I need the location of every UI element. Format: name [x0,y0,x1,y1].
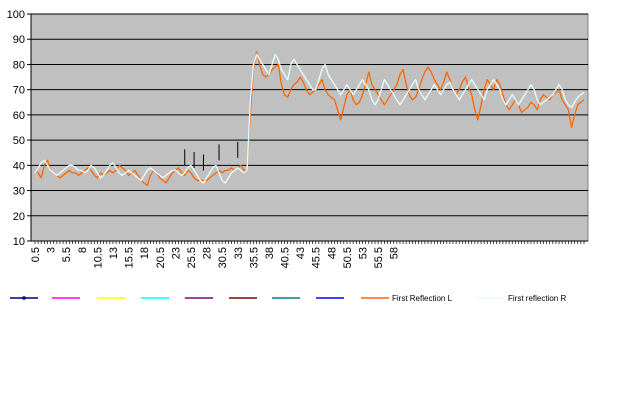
x-tick-label: 13 [108,247,120,259]
plot-background [30,13,589,242]
x-tick-label: 38 [264,247,276,259]
x-tick-label: 43 [295,247,307,259]
x-tick-label: 35.5 [248,247,260,268]
x-tick-label: 25.5 [186,247,198,268]
x-tick-label: 45.5 [311,247,323,268]
axes: 10 20 30 40 50 60 70 80 90 100 0.5 3 5.5 8 10.5 13 15.5 1… [7,9,588,268]
y-tick-label: 60 [13,110,25,122]
x-tick-label: 33 [233,247,245,259]
x-tick-label: 40.5 [280,247,292,268]
x-tick-label: 53 [358,247,370,259]
x-tick-label: 3 [46,247,58,253]
legend: First Reflection L First reflection R [10,294,566,303]
x-tick-label: 18 [139,247,151,259]
y-tick-label: 30 [13,186,25,198]
series-line-1 [34,53,585,184]
legend-label-8: First Reflection L [392,294,453,303]
y-tick-label: 50 [13,135,25,147]
y-tick-label: 40 [13,160,25,172]
y-tick-label: 70 [13,85,25,97]
x-tick-label: 30.5 [217,247,229,268]
series-layer [34,51,585,187]
x-tick-label: 55.5 [373,247,385,268]
y-tick-label: 100 [7,9,25,21]
x-tick-label: 15.5 [124,247,136,268]
y-tick-label: 90 [13,34,25,46]
legend-marker-0 [22,296,26,300]
plot-area [30,13,589,242]
x-tick-label: 5.5 [61,247,73,262]
x-tick-label: 28 [202,247,214,259]
x-tick-label: 58 [389,247,401,259]
x-tick-label: 10.5 [92,247,104,268]
legend-label-9: First reflection R [508,294,566,303]
x-tick-label: 8 [77,247,89,253]
x-tick-label: 23 [170,247,182,259]
y-tick-label: 20 [13,211,25,223]
x-tick-label: 48 [326,247,338,259]
y-tick-label: 10 [13,236,25,248]
x-tick-label: 50.5 [342,247,354,268]
x-tick-label: 0.5 [30,247,42,262]
y-tick-label: 80 [13,59,25,71]
x-tick-label: 20.5 [155,247,167,268]
